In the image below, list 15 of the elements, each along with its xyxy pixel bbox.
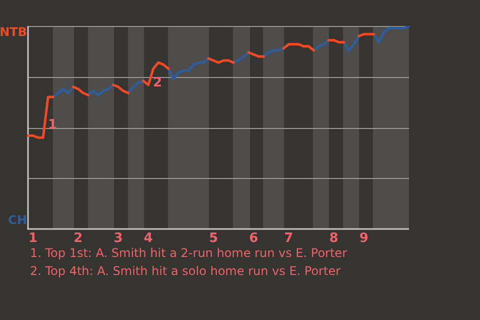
annotation: 1 [48, 117, 58, 132]
x-tick-label: 6 [249, 231, 258, 246]
x-tick-label: 4 [144, 231, 153, 246]
x-tick-label: 2 [74, 231, 83, 246]
x-tick-label: 7 [284, 231, 294, 246]
x-tick-label: 3 [114, 231, 123, 246]
x-tick-label: 5 [208, 231, 218, 246]
text: NTB [0, 25, 27, 40]
x-tick-label: 9 [359, 231, 368, 246]
x-tick-label: 1 [28, 231, 38, 246]
annotation: 2 [153, 75, 162, 90]
x-tick-label: 8 [329, 231, 338, 246]
text: 2. Top 4th: A. Smith hit a solo home run vs E. Porter [30, 264, 341, 278]
text: CH [8, 213, 27, 228]
text: 1. Top 1st: A. Smith hit a 2-run home run vs E. Porter [30, 246, 348, 260]
